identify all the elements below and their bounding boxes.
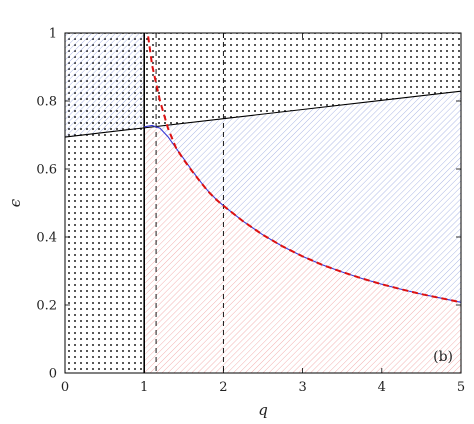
x-tick-label: 1 <box>140 380 148 395</box>
series-line-1 <box>65 90 461 138</box>
plot-frame <box>64 32 462 374</box>
panel-label: (b) <box>433 349 453 365</box>
x-axis-label: q <box>258 401 268 419</box>
series-line-3 <box>147 36 461 304</box>
y-tick-label: 0.4 <box>36 231 57 246</box>
red-hatched-region <box>144 125 461 373</box>
y-axis-label: ϵ <box>6 198 24 207</box>
x-tick-label: 0 <box>61 380 69 395</box>
x-tick-label: 4 <box>378 380 386 395</box>
blue-hatched-region <box>65 33 461 303</box>
y-tick-label: 0.2 <box>36 299 57 314</box>
y-tick-label: 1 <box>49 27 57 42</box>
y-tick-label: 0 <box>49 367 57 382</box>
y-tick-label: 0.6 <box>36 163 57 178</box>
y-tick-label: 0.8 <box>36 95 57 110</box>
x-tick-label: 3 <box>298 380 306 395</box>
x-tick-label: 2 <box>219 380 227 395</box>
x-tick-label: 5 <box>457 380 465 395</box>
